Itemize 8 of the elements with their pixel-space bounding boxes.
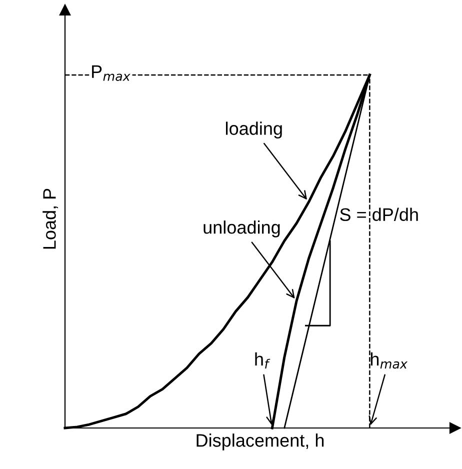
annotation: unloading — [204, 220, 280, 238]
annotation: h$_{f}$ — [255, 352, 270, 368]
annotation: S = dP/dh — [340, 208, 418, 222]
x-axis-title: Displacement, h — [196, 434, 324, 450]
annotation: loading — [226, 122, 282, 139]
text: h$_{max}$ — [370, 352, 408, 369]
ref-line-label: P$_{max}$ — [92, 65, 130, 81]
y-axis-title: Load, P — [42, 188, 58, 249]
